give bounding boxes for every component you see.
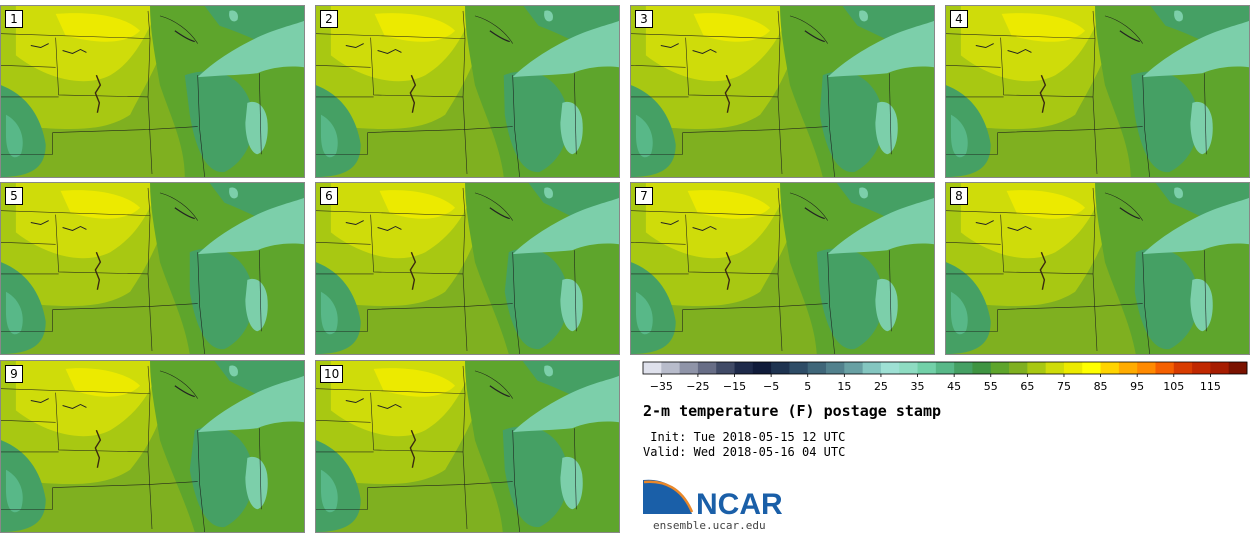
init-value: Tue 2018-05-15 12 UTC [693,430,846,444]
colorbar-bin [643,362,662,374]
member-label: 10 [320,365,344,383]
colorbar-tick-label: −35 [650,380,673,393]
temperature-map [316,6,619,177]
figure-title: 2-m temperature (F) postage stamp [643,402,942,420]
temperature-map [631,6,934,177]
colorbar-tick-label: 15 [837,380,851,393]
colorbar-bin [716,362,735,374]
colorbar-bin [880,362,900,374]
member-label: 5 [5,187,23,205]
colorbar-bin [661,362,680,374]
valid-label: Valid: [643,445,687,459]
member-label: 8 [950,187,968,205]
colorbar-tick-label: 45 [947,380,961,393]
member-panel: 2 [315,5,620,178]
member-panel: 10 [315,360,620,533]
temperature-map [316,183,619,354]
colorbar-tick-label: 35 [911,380,925,393]
colorbar-bin [789,362,809,374]
member-panel: 8 [945,182,1250,355]
colorbar-tick-label: 95 [1130,380,1144,393]
colorbar-bin [1009,362,1028,374]
colorbar-bin [1173,362,1193,374]
member-label: 2 [320,10,338,28]
colorbar-bin [844,362,864,374]
init-line: Init: Tue 2018-05-15 12 UTC [643,430,845,445]
temperature-map [316,361,619,532]
colorbar-bin [990,362,1010,374]
valid-line: Valid: Wed 2018-05-16 04 UTC [643,445,845,460]
member-label: 1 [5,10,23,28]
member-label: 6 [320,187,338,205]
colorbar-bin [1137,362,1156,374]
temperature-map [1,183,304,354]
colorbar-tick-label: 85 [1094,380,1108,393]
logo-arc-icon [643,480,694,513]
ensemble-url-link[interactable]: ensemble.ucar.edu [653,519,766,532]
colorbar-bin [1228,362,1248,374]
colorbar-tick-label: 65 [1020,380,1034,393]
logo-text: NCAR [696,488,783,520]
member-panel: 4 [945,5,1250,178]
colorbar-bin [1082,362,1101,374]
colorbar-tick-label: −5 [763,380,779,393]
colorbar-frame [642,361,1248,375]
colorbar-bin [954,362,973,374]
colorbar-tick-label: −15 [723,380,746,393]
colorbar-bin [935,362,955,374]
colorbar-bin [1155,362,1175,374]
member-panel: 1 [0,5,305,178]
colorbar-bin [1100,362,1120,374]
time-info: Init: Tue 2018-05-15 12 UTC Valid: Wed 20… [643,430,845,460]
colorbar-tick-label: 105 [1163,380,1184,393]
colorbar-bin [807,362,827,374]
colorbar-bin [899,362,918,374]
init-label: Init: [650,430,687,444]
colorbar-bin [1063,362,1083,374]
colorbar-bin [771,362,790,374]
temperature-colorbar: −35 −25 −15 −5 5 15 25 35 45 55 65 75 85 95 105 115 [642,361,1248,393]
colorbar-bin [1192,362,1211,374]
member-label: 7 [635,187,653,205]
temperature-map [1,6,304,177]
colorbar-bin [826,362,845,374]
colorbar-bin [1210,362,1230,374]
colorbar-tick-label: 75 [1057,380,1071,393]
valid-value: Wed 2018-05-16 04 UTC [693,445,846,459]
colorbar-tick-label: 25 [874,380,888,393]
temperature-map [631,183,934,354]
colorbar-bin [752,362,772,374]
temperature-map [1,361,304,532]
colorbar-tick-label: −25 [686,380,709,393]
ncar-logo: NCAR [643,479,783,520]
colorbar-bin [1027,362,1047,374]
colorbar-bin [862,362,882,374]
colorbar-bin [1118,362,1138,374]
colorbar-bin [917,362,937,374]
logo-swoosh-icon [643,479,692,514]
temperature-map [946,6,1249,177]
member-panel: 5 [0,182,305,355]
colorbar-tick-label: 115 [1200,380,1221,393]
member-panel: 6 [315,182,620,355]
member-panel: 7 [630,182,935,355]
colorbar-tick-label: 55 [984,380,998,393]
member-label: 4 [950,10,968,28]
temperature-map [946,183,1249,354]
colorbar-bin [697,362,717,374]
member-label: 9 [5,365,23,383]
colorbar-tick-label: 5 [804,380,811,393]
member-panel: 3 [630,5,935,178]
member-label: 3 [635,10,653,28]
member-panel: 9 [0,360,305,533]
colorbar-bin [1045,362,1065,374]
colorbar-bin [734,362,754,374]
colorbar-bin [972,362,992,374]
colorbar-bin [679,362,699,374]
